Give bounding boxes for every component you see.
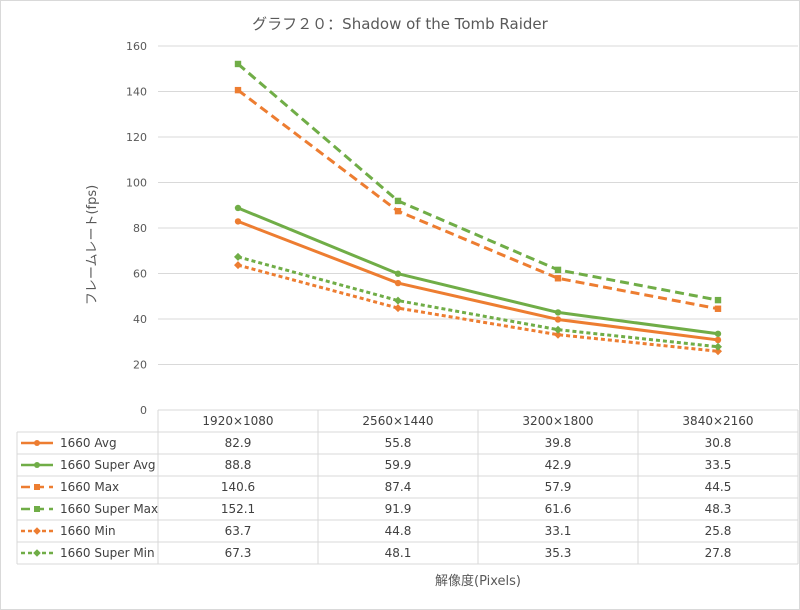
data-point (554, 325, 562, 334)
x-category-label: 3200×1800 (522, 414, 593, 428)
data-point (714, 305, 722, 312)
data-table-value: 35.3 (545, 546, 572, 560)
data-table-value: 30.8 (705, 436, 732, 450)
y-tick-labels: 0 20 40 60 80 100 120 140 160 (126, 40, 147, 417)
x-axis-title: 解像度(Pixels) (435, 573, 521, 589)
data-point (714, 296, 722, 304)
data-table-value: 152.1 (221, 502, 255, 516)
data-point (554, 266, 562, 274)
x-category-label: 1920×1080 (202, 414, 273, 428)
chart-title: グラフ２０：Shadow of the Tomb Raider (252, 15, 548, 33)
data-table-value: 87.4 (385, 480, 412, 494)
series-line (237, 263, 719, 353)
data-table-value: 25.8 (705, 524, 732, 538)
data-point (714, 336, 722, 344)
legend-key-marker (34, 462, 40, 468)
series-row-label: 1660 Max (60, 480, 119, 494)
x-category-label: 3840×2160 (682, 414, 753, 428)
data-table-value: 27.8 (705, 546, 732, 560)
data-table-value: 44.5 (705, 480, 732, 494)
data-table-value: 39.8 (545, 436, 572, 450)
series-line (237, 62, 719, 302)
data-point (394, 304, 402, 313)
data-point (234, 252, 242, 261)
data-point (394, 197, 402, 205)
data-point (234, 86, 242, 94)
y-tick-label: 120 (126, 131, 147, 144)
data-table-value: 57.9 (545, 480, 572, 494)
series-row-label: 1660 Avg (60, 436, 117, 450)
data-table-value: 88.8 (225, 458, 252, 472)
y-tick-label: 40 (133, 313, 147, 326)
data-table-value: 59.9 (385, 458, 412, 472)
gridlines (158, 45, 798, 365)
data-table-value: 67.3 (225, 546, 252, 560)
series-line (237, 88, 719, 311)
data-point (394, 207, 402, 215)
data-point (234, 204, 242, 212)
series-row-label: 1660 Min (60, 524, 116, 538)
data-table-value: 42.9 (545, 458, 572, 472)
legend-key-marker (34, 440, 40, 446)
y-axis-title: フレームレート(fps) (85, 185, 100, 305)
series-line (237, 220, 719, 342)
legend-key-marker (33, 527, 41, 535)
legend-key-marker (34, 484, 40, 490)
y-tick-label: 140 (126, 86, 147, 99)
data-table-value: 61.6 (545, 502, 572, 516)
data-point (714, 342, 722, 351)
data-table-value: 33.1 (545, 524, 572, 538)
data-point (554, 316, 562, 323)
data-table-value: 48.3 (705, 502, 732, 516)
data-table-value: 140.6 (221, 480, 255, 494)
y-tick-label: 20 (133, 359, 147, 372)
data-point (234, 60, 242, 68)
y-tick-label: 100 (126, 177, 147, 190)
series-row-label: 1660 Super Avg (60, 458, 156, 472)
series-row-label: 1660 Super Max (60, 502, 158, 516)
data-table-value: 91.9 (385, 502, 412, 516)
y-tick-label: 80 (133, 222, 147, 235)
y-tick-label: 60 (133, 268, 147, 281)
legend-key-marker (33, 549, 41, 557)
data-point (554, 275, 562, 282)
data-point (554, 309, 562, 316)
data-point (394, 279, 402, 287)
data-point (554, 330, 562, 339)
data-table-value: 82.9 (225, 436, 252, 450)
series-row-label: 1660 Super Min (60, 546, 155, 560)
data-point (714, 347, 722, 356)
series-line (237, 206, 719, 336)
x-category-label: 2560×1440 (362, 414, 433, 428)
y-tick-label: 160 (126, 40, 147, 53)
data-point (714, 330, 722, 337)
series-lines (234, 60, 722, 356)
data-table-value: 44.8 (385, 524, 412, 538)
legend-key-marker (34, 506, 40, 512)
y-tick-label: 0 (140, 404, 147, 417)
data-point (234, 261, 242, 270)
data-point (394, 296, 402, 305)
series-line (237, 255, 719, 349)
data-point (394, 270, 402, 277)
data-point (234, 218, 242, 225)
data-table-value: 55.8 (385, 436, 412, 450)
data-table: 1920×1080 2560×1440 3200×1800 3840×2160 1660… (16, 409, 799, 565)
data-table-value: 48.1 (385, 546, 412, 560)
data-table-value: 33.5 (705, 458, 732, 472)
data-table-value: 63.7 (225, 524, 252, 538)
